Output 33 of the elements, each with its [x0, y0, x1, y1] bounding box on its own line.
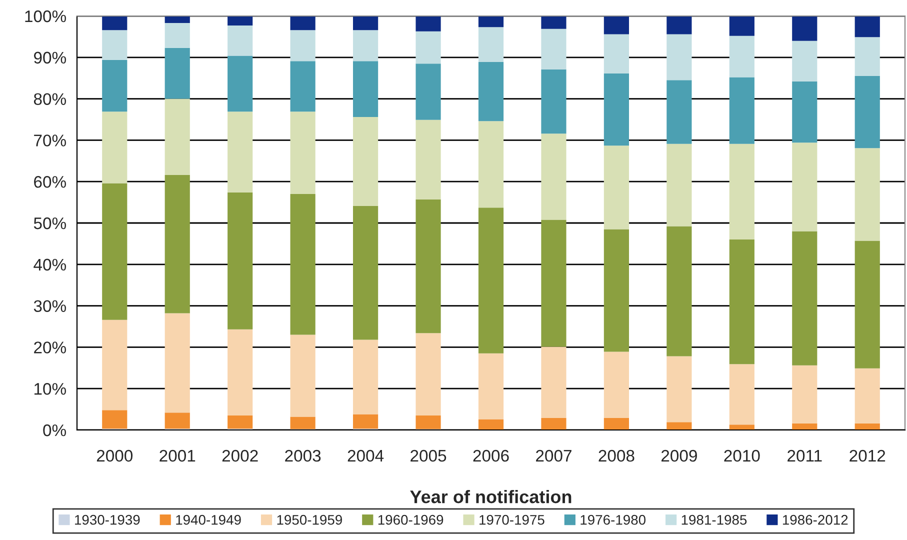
x-tick-label: 2001	[160, 450, 196, 462]
legend-label: 1976-1980	[580, 514, 646, 525]
y-tick-label: 100%	[25, 10, 66, 22]
y-tick-label: 70%	[34, 134, 66, 146]
y-tick-label: 20%	[34, 342, 66, 354]
legend-label: 1986-2012	[782, 514, 848, 525]
x-tick-label: 2003	[285, 450, 321, 462]
x-tick-label: 2008	[598, 450, 634, 462]
y-tick-label: 50%	[34, 217, 66, 230]
x-tick-label: 2000	[96, 450, 133, 462]
y-tick-label: 80%	[34, 93, 66, 106]
x-tick-label: 2011	[788, 450, 822, 462]
x-axis-title: Year of notification	[410, 490, 572, 504]
legend-label: 1960-1969	[378, 514, 444, 525]
x-tick-label: 2004	[348, 450, 384, 462]
x-tick-label: 2012	[850, 450, 886, 462]
legend-label: 1940-1949	[176, 514, 241, 525]
x-tick-label: 2006	[473, 450, 509, 462]
x-tick-label: 2010	[724, 450, 760, 462]
y-tick-label: 10%	[34, 383, 66, 395]
legend-label: 1970-1975	[480, 514, 544, 525]
y-tick-label: 30%	[34, 300, 66, 312]
x-tick-label: 2007	[536, 450, 572, 462]
legend-label: 1981-1985	[682, 514, 747, 525]
x-tick-label: 2002	[222, 450, 258, 462]
legend-label: 1930-1939	[75, 514, 140, 525]
legend-label: 1950-1959	[277, 514, 342, 525]
y-tick-label: 40%	[34, 258, 66, 271]
y-tick-label: 60%	[34, 176, 66, 188]
x-tick-label: 2005	[410, 450, 446, 462]
x-tick-label: 2009	[661, 450, 697, 462]
y-tick-label: 90%	[34, 52, 66, 64]
y-tick-label: 0%	[43, 424, 66, 436]
